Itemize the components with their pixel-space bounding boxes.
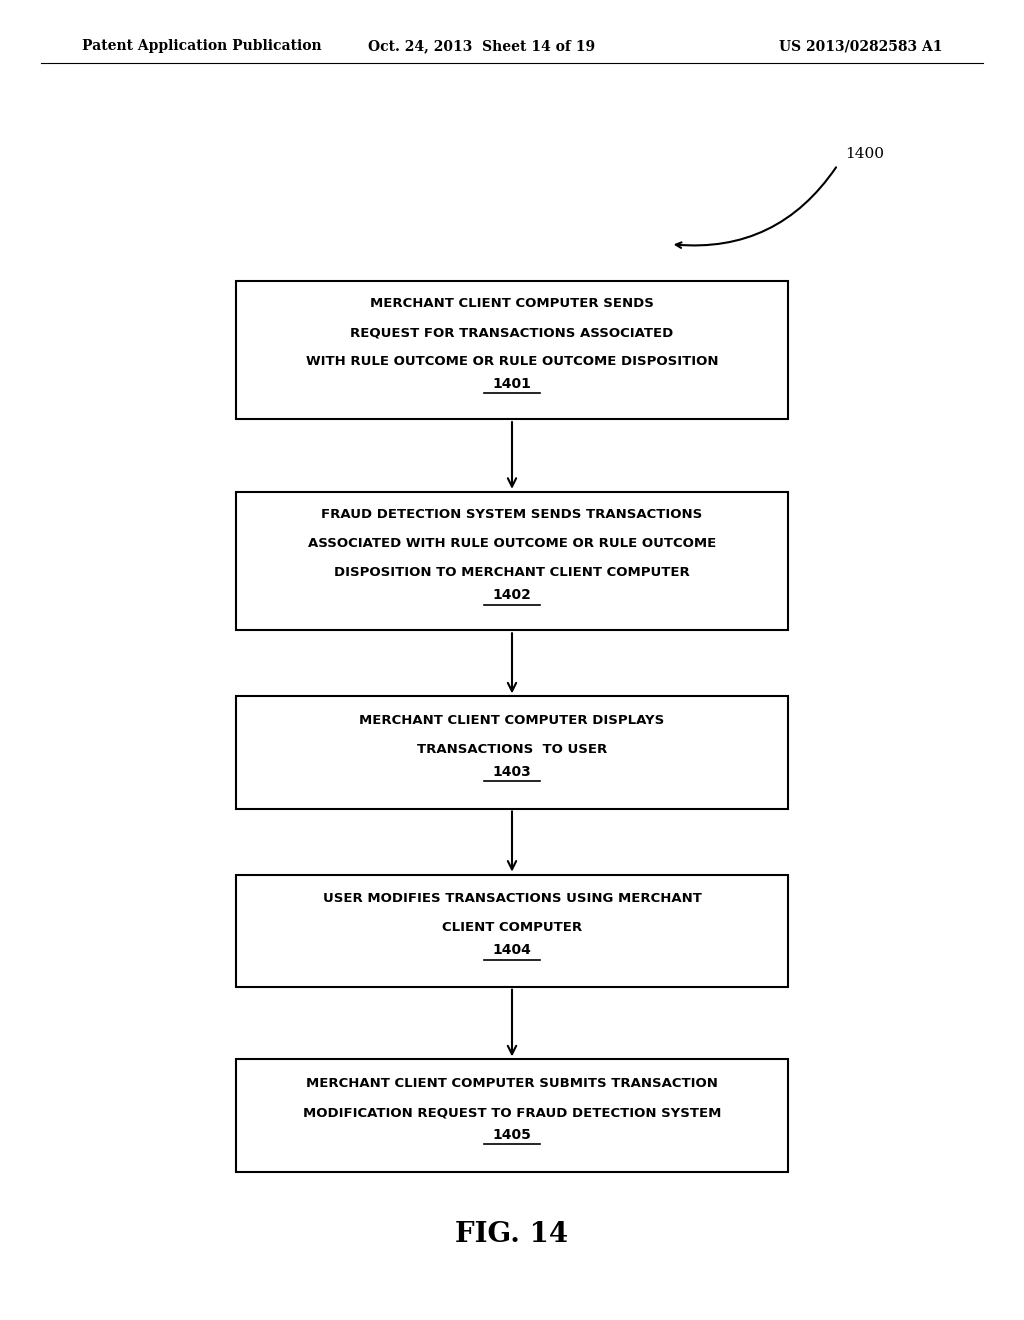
Bar xyxy=(236,281,788,420)
Text: Oct. 24, 2013  Sheet 14 of 19: Oct. 24, 2013 Sheet 14 of 19 xyxy=(368,40,595,53)
Text: WITH RULE OUTCOME OR RULE OUTCOME DISPOSITION: WITH RULE OUTCOME OR RULE OUTCOME DISPOS… xyxy=(306,355,718,368)
Text: DISPOSITION TO MERCHANT CLIENT COMPUTER: DISPOSITION TO MERCHANT CLIENT COMPUTER xyxy=(334,566,690,579)
Text: REQUEST FOR TRANSACTIONS ASSOCIATED: REQUEST FOR TRANSACTIONS ASSOCIATED xyxy=(350,326,674,339)
Text: Patent Application Publication: Patent Application Publication xyxy=(82,40,322,53)
Text: ASSOCIATED WITH RULE OUTCOME OR RULE OUTCOME: ASSOCIATED WITH RULE OUTCOME OR RULE OUT… xyxy=(308,537,716,550)
Text: MODIFICATION REQUEST TO FRAUD DETECTION SYSTEM: MODIFICATION REQUEST TO FRAUD DETECTION … xyxy=(303,1106,721,1119)
Text: TRANSACTIONS  TO USER: TRANSACTIONS TO USER xyxy=(417,743,607,756)
Text: USER MODIFIES TRANSACTIONS USING MERCHANT: USER MODIFIES TRANSACTIONS USING MERCHAN… xyxy=(323,892,701,906)
Text: FRAUD DETECTION SYSTEM SENDS TRANSACTIONS: FRAUD DETECTION SYSTEM SENDS TRANSACTION… xyxy=(322,508,702,521)
Text: 1405: 1405 xyxy=(493,1129,531,1142)
Text: US 2013/0282583 A1: US 2013/0282583 A1 xyxy=(778,40,942,53)
Text: 1403: 1403 xyxy=(493,766,531,779)
Text: 1404: 1404 xyxy=(493,944,531,957)
Text: MERCHANT CLIENT COMPUTER SUBMITS TRANSACTION: MERCHANT CLIENT COMPUTER SUBMITS TRANSAC… xyxy=(306,1077,718,1090)
Bar xyxy=(236,697,788,808)
Text: CLIENT COMPUTER: CLIENT COMPUTER xyxy=(442,921,582,935)
Text: 1401: 1401 xyxy=(493,378,531,391)
Bar xyxy=(236,1059,788,1172)
Text: FIG. 14: FIG. 14 xyxy=(456,1221,568,1247)
Text: 1400: 1400 xyxy=(845,148,884,161)
Text: 1402: 1402 xyxy=(493,589,531,602)
Bar xyxy=(236,874,788,987)
Bar xyxy=(236,492,788,631)
Text: MERCHANT CLIENT COMPUTER SENDS: MERCHANT CLIENT COMPUTER SENDS xyxy=(370,297,654,310)
Text: MERCHANT CLIENT COMPUTER DISPLAYS: MERCHANT CLIENT COMPUTER DISPLAYS xyxy=(359,714,665,727)
